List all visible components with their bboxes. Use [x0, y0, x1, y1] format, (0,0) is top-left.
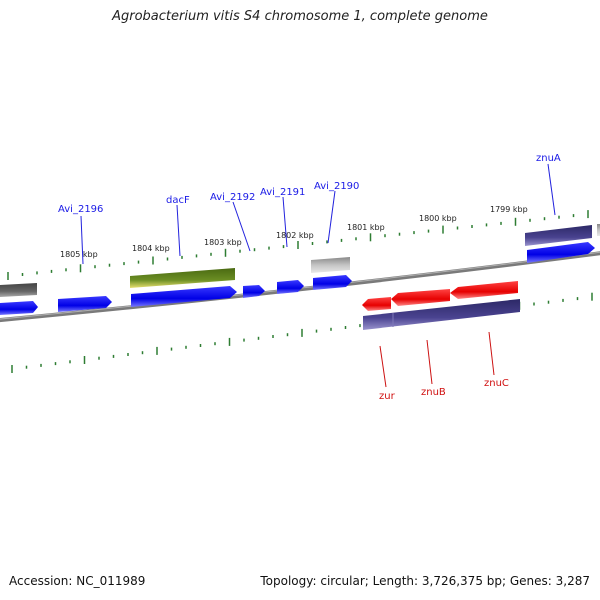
gene-feature-edge-right[interactable]: [597, 224, 600, 236]
leader-zur: [379, 345, 387, 388]
cds-arrow-left-blue[interactable]: [0, 301, 38, 315]
gene-label-avi-2192[interactable]: Avi_2192: [210, 192, 255, 203]
leader-avi-2192: [232, 201, 251, 252]
scale-label-1801: 1801 kbp: [347, 223, 385, 232]
gene-label-avi-2190[interactable]: Avi_2190: [314, 181, 359, 192]
leader-avi-2191: [282, 196, 288, 248]
leader-znua: [547, 163, 556, 216]
gene-feature-zur-znuc[interactable]: [363, 299, 520, 330]
scale-label-1802: 1802 kbp: [276, 231, 314, 240]
leader-znuc: [488, 331, 495, 376]
scale-label-1804: 1804 kbp: [132, 244, 170, 253]
genome-title: Agrobacterium vitis S4 chromosome 1, com…: [112, 9, 488, 24]
accession-text: Accession: NC_011989: [9, 574, 146, 588]
cds-arrow-znuc[interactable]: [450, 281, 518, 299]
gene-label-zur[interactable]: zur: [379, 391, 396, 402]
scale-ticks-upper: [7, 210, 589, 280]
scale-label-1799: 1799 kbp: [490, 205, 528, 214]
gene-label-znuc[interactable]: znuC: [484, 378, 509, 389]
scale-label-1805: 1805 kbp: [60, 250, 98, 259]
gene-label-avi-2196[interactable]: Avi_2196: [58, 204, 103, 215]
gene-feature-dacf[interactable]: [130, 268, 235, 288]
gene-label-dacf[interactable]: dacF: [166, 195, 190, 206]
gene-feature-left-dark[interactable]: [0, 283, 37, 297]
leader-znub: [426, 339, 433, 385]
gene-feature-avi-2190[interactable]: [311, 257, 350, 273]
cds-arrow-avi-2196[interactable]: [58, 296, 112, 312]
scale-label-1800: 1800 kbp: [419, 214, 457, 223]
gene-label-znub[interactable]: znuB: [421, 387, 446, 398]
leader-avi-2190: [327, 190, 336, 244]
gene-feature-znua[interactable]: [525, 225, 592, 246]
cds-arrow-znua[interactable]: [527, 242, 595, 263]
leader-avi-2196: [80, 215, 84, 265]
cds-arrow-zur[interactable]: [362, 297, 391, 311]
topology-text: Topology: circular; Length: 3,726,375 bp…: [260, 574, 590, 588]
cds-arrow-avi-2191[interactable]: [277, 280, 304, 294]
gene-label-avi-2191[interactable]: Avi_2191: [260, 187, 305, 198]
gene-label-znua[interactable]: znuA: [536, 153, 561, 164]
leader-dacf: [176, 204, 181, 257]
cds-arrow-avi-2192[interactable]: [243, 285, 265, 298]
cds-arrow-avi-2190[interactable]: [313, 275, 352, 290]
cds-arrow-dacf[interactable]: [131, 286, 237, 307]
scale-label-1803: 1803 kbp: [204, 238, 242, 247]
cds-arrow-znub[interactable]: [391, 289, 450, 306]
